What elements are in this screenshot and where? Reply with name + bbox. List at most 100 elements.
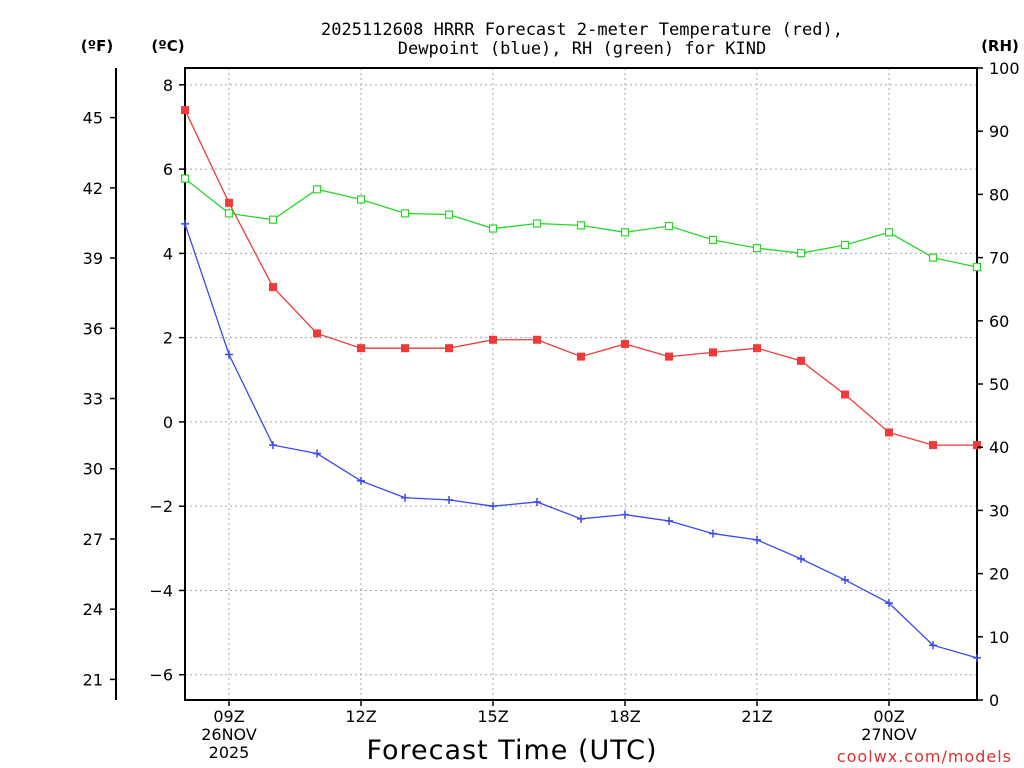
celsius-tick-label: −6: [149, 666, 173, 685]
rh-tick-label: 70: [989, 249, 1009, 268]
rh-point: [356, 195, 366, 204]
x-tick-label: 26NOV: [201, 725, 257, 744]
x-tick-label: 15Z: [477, 707, 508, 726]
rh-point: [620, 228, 630, 237]
temperature-point: [401, 344, 409, 353]
series-dewpoint: [181, 219, 981, 662]
rh-point: [708, 235, 718, 245]
fahrenheit-tick-label: 39: [83, 249, 103, 268]
series-line-temperature: [184, 109, 977, 446]
grid-lines: [185, 68, 977, 700]
x-tick-label: 00Z: [873, 707, 904, 726]
fahrenheit-unit-label: (ºF): [81, 37, 113, 55]
temperature-point: [621, 339, 629, 348]
credit-link[interactable]: coolwx.com/models: [837, 747, 1012, 766]
rh-point: [664, 221, 674, 231]
rh-point: [444, 210, 454, 219]
celsius-tick-label: 0: [163, 413, 173, 432]
dewpoint-point: [357, 476, 365, 485]
dewpoint-point: [885, 599, 893, 608]
x-tick-label: 09Z: [213, 707, 244, 726]
rh-point: [752, 244, 762, 253]
rh-tick-label: 30: [989, 501, 1009, 520]
dewpoint-point: [313, 449, 321, 458]
temperature-point: [885, 428, 893, 437]
rh-point: [224, 209, 234, 218]
dewpoint-point: [665, 516, 673, 525]
fahrenheit-tick-label: 21: [83, 670, 103, 689]
x-tick-label: 27NOV: [861, 725, 917, 744]
rh-point: [972, 262, 982, 272]
data-series: [180, 106, 982, 662]
dewpoint-point: [973, 653, 981, 662]
dewpoint-point: [489, 502, 497, 511]
temperature-point: [665, 352, 673, 361]
celsius-tick-label: 2: [163, 329, 173, 348]
temperature-point: [269, 283, 277, 292]
rh-point: [400, 209, 410, 218]
temperature-point: [225, 198, 233, 207]
temperature-point: [753, 344, 761, 353]
rh-point: [840, 240, 850, 250]
celsius-tick-label: 4: [163, 244, 173, 263]
dewpoint-point: [445, 495, 453, 504]
series-temperature: [181, 106, 981, 450]
fahrenheit-tick-label: 33: [83, 390, 103, 409]
rh-point: [268, 215, 278, 224]
temperature-point: [533, 335, 541, 344]
rh-tick-label: 80: [989, 185, 1009, 204]
rh-tick-label: 90: [989, 122, 1009, 141]
fahrenheit-tick-label: 42: [83, 179, 103, 198]
chart-title-line1: 2025112608 HRRR Forecast 2-meter Tempera…: [321, 20, 843, 40]
rh-point: [488, 224, 498, 233]
rh-point: [884, 228, 894, 237]
dewpoint-point: [181, 219, 189, 228]
x-axis-title: Forecast Time (UTC): [366, 735, 657, 766]
rh-point: [312, 185, 322, 194]
rh-tick-label: 20: [989, 565, 1009, 584]
dewpoint-point: [401, 493, 409, 502]
dewpoint-point: [269, 441, 277, 450]
dewpoint-point: [621, 510, 629, 519]
axes: [115, 67, 978, 701]
fahrenheit-tick-label: 24: [83, 600, 103, 619]
rh-tick-label: 40: [989, 438, 1009, 457]
celsius-unit-label: (ºC): [151, 37, 184, 55]
dewpoint-point: [841, 575, 849, 584]
temperature-point: [313, 329, 321, 338]
dewpoint-point: [709, 529, 717, 538]
rh-tick-label: 100: [989, 59, 1020, 78]
temperature-point: [973, 441, 981, 450]
rh-point: [180, 174, 190, 183]
series-rh: [180, 174, 982, 272]
temperature-point: [445, 344, 453, 353]
rh-point: [928, 253, 938, 262]
fahrenheit-tick-label: 27: [83, 530, 103, 549]
x-tick-label: 18Z: [609, 707, 640, 726]
dewpoint-point: [753, 535, 761, 544]
fahrenheit-tick-label: 36: [83, 319, 103, 338]
temperature-point: [357, 344, 365, 353]
x-tick-label: 21Z: [741, 707, 772, 726]
temperature-point: [797, 356, 805, 365]
rh-tick-label: 0: [989, 691, 999, 710]
celsius-tick-label: −2: [149, 497, 173, 516]
temperature-point: [929, 441, 937, 450]
tick-labels: −6−4−20246821242730333639424501020304050…: [83, 59, 1020, 762]
dewpoint-point: [929, 641, 937, 650]
dewpoint-point: [225, 350, 233, 359]
temperature-point: [577, 352, 585, 361]
temperature-point: [181, 106, 189, 115]
dewpoint-point: [577, 514, 585, 523]
celsius-tick-label: 8: [163, 76, 173, 95]
celsius-tick-label: 6: [163, 160, 173, 179]
rh-tick-label: 50: [989, 375, 1009, 394]
rh-tick-label: 60: [989, 312, 1009, 331]
fahrenheit-tick-label: 45: [83, 109, 103, 128]
dewpoint-point: [797, 554, 805, 563]
temperature-point: [489, 335, 497, 344]
fahrenheit-tick-label: 30: [83, 460, 103, 479]
x-tick-label: 12Z: [345, 707, 376, 726]
rh-point: [796, 249, 806, 258]
